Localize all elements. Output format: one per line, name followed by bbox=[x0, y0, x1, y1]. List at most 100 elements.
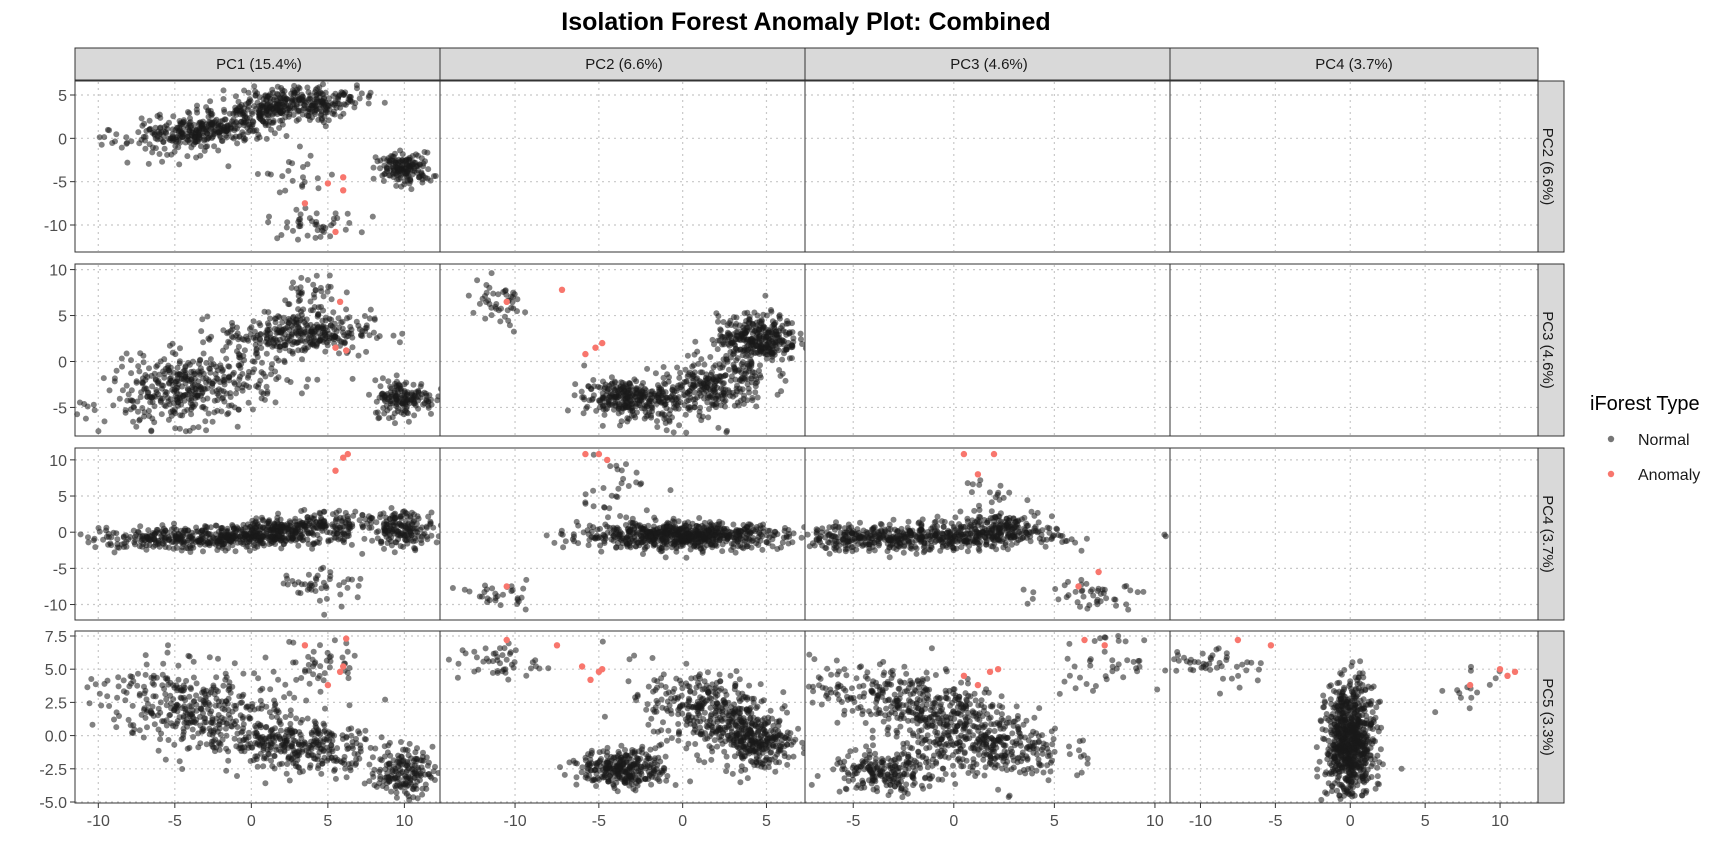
point-normal bbox=[210, 361, 217, 368]
point-normal bbox=[128, 138, 135, 145]
point-normal bbox=[288, 95, 295, 102]
point-normal bbox=[1162, 533, 1169, 540]
point-normal bbox=[765, 326, 772, 333]
point-normal bbox=[204, 313, 211, 320]
point-normal bbox=[572, 381, 579, 388]
point-normal bbox=[778, 544, 784, 551]
point-normal bbox=[103, 527, 109, 534]
point-normal bbox=[785, 527, 792, 533]
point-normal bbox=[677, 369, 684, 376]
point-normal bbox=[423, 390, 429, 397]
point-anomaly bbox=[336, 298, 344, 305]
point-normal bbox=[274, 514, 281, 521]
point-normal bbox=[355, 352, 362, 359]
point-normal bbox=[697, 369, 704, 376]
point-normal bbox=[195, 424, 202, 431]
point-normal bbox=[703, 376, 710, 383]
point-normal bbox=[730, 541, 737, 548]
point-normal bbox=[160, 541, 167, 547]
point-normal bbox=[220, 347, 226, 354]
point-normal bbox=[178, 401, 185, 408]
point-normal bbox=[632, 393, 639, 400]
point-normal bbox=[564, 407, 571, 414]
point-normal bbox=[424, 149, 431, 156]
point-normal bbox=[218, 408, 225, 415]
point-normal bbox=[411, 412, 418, 419]
point-normal bbox=[135, 529, 142, 536]
point-normal bbox=[580, 394, 587, 401]
point-normal bbox=[363, 348, 370, 355]
point-normal bbox=[209, 418, 216, 425]
point-normal bbox=[194, 392, 201, 399]
point-normal bbox=[615, 405, 622, 412]
point-normal bbox=[240, 135, 247, 142]
point-normal bbox=[184, 153, 191, 160]
point-normal bbox=[722, 392, 728, 399]
point-normal bbox=[221, 109, 228, 115]
point-normal bbox=[588, 528, 595, 535]
point-normal bbox=[779, 337, 786, 344]
point-normal bbox=[490, 290, 497, 297]
strip-col-label: PC1 (15.4%) bbox=[216, 56, 302, 73]
point-normal bbox=[623, 461, 629, 468]
point-normal bbox=[696, 515, 703, 521]
point-normal bbox=[749, 326, 756, 333]
point-normal bbox=[608, 394, 615, 401]
point-normal bbox=[264, 327, 271, 334]
point-normal bbox=[291, 581, 298, 588]
point-normal bbox=[374, 535, 381, 542]
point-normal bbox=[408, 509, 415, 516]
point-anomaly bbox=[301, 200, 309, 207]
point-normal bbox=[391, 549, 398, 556]
point-normal bbox=[232, 548, 239, 555]
point-normal bbox=[514, 601, 521, 607]
point-normal bbox=[310, 291, 317, 298]
point-normal bbox=[575, 522, 582, 529]
point-normal bbox=[202, 418, 209, 425]
point-normal bbox=[415, 387, 422, 394]
point-normal bbox=[394, 408, 401, 415]
point-normal bbox=[144, 389, 151, 396]
point-normal bbox=[234, 140, 241, 147]
point-normal bbox=[267, 533, 274, 540]
point-normal bbox=[401, 381, 408, 388]
panel-r2-c4 bbox=[1169, 263, 1539, 437]
point-normal bbox=[354, 85, 360, 92]
point-normal bbox=[223, 390, 230, 397]
point-normal bbox=[726, 320, 733, 327]
point-normal bbox=[571, 392, 578, 399]
point-normal bbox=[476, 593, 483, 600]
point-normal bbox=[718, 385, 725, 392]
point-normal bbox=[283, 224, 290, 231]
point-normal bbox=[498, 305, 504, 312]
point-normal bbox=[651, 392, 658, 399]
point-normal bbox=[161, 402, 168, 409]
point-normal bbox=[768, 335, 775, 342]
point-normal bbox=[405, 418, 412, 425]
point-normal bbox=[326, 95, 332, 102]
point-normal bbox=[747, 521, 754, 528]
point-normal bbox=[789, 320, 795, 327]
point-normal bbox=[325, 103, 332, 109]
point-normal bbox=[253, 533, 260, 540]
point-normal bbox=[139, 405, 146, 411]
point-normal bbox=[76, 399, 83, 406]
point-normal bbox=[729, 339, 736, 346]
point-normal bbox=[153, 389, 160, 396]
point-normal bbox=[269, 119, 276, 126]
point-normal bbox=[304, 277, 311, 283]
point-normal bbox=[283, 572, 290, 579]
point-normal bbox=[644, 403, 651, 410]
point-normal bbox=[166, 342, 173, 349]
point-normal bbox=[618, 480, 625, 487]
point-normal bbox=[722, 372, 729, 379]
point-normal bbox=[221, 376, 228, 383]
point-normal bbox=[172, 351, 179, 358]
point-normal bbox=[225, 130, 232, 137]
point-normal bbox=[660, 390, 667, 397]
point-normal bbox=[692, 338, 699, 345]
point-normal bbox=[250, 318, 257, 325]
point-normal bbox=[414, 529, 421, 536]
point-normal bbox=[359, 550, 366, 557]
point-normal bbox=[551, 539, 558, 546]
